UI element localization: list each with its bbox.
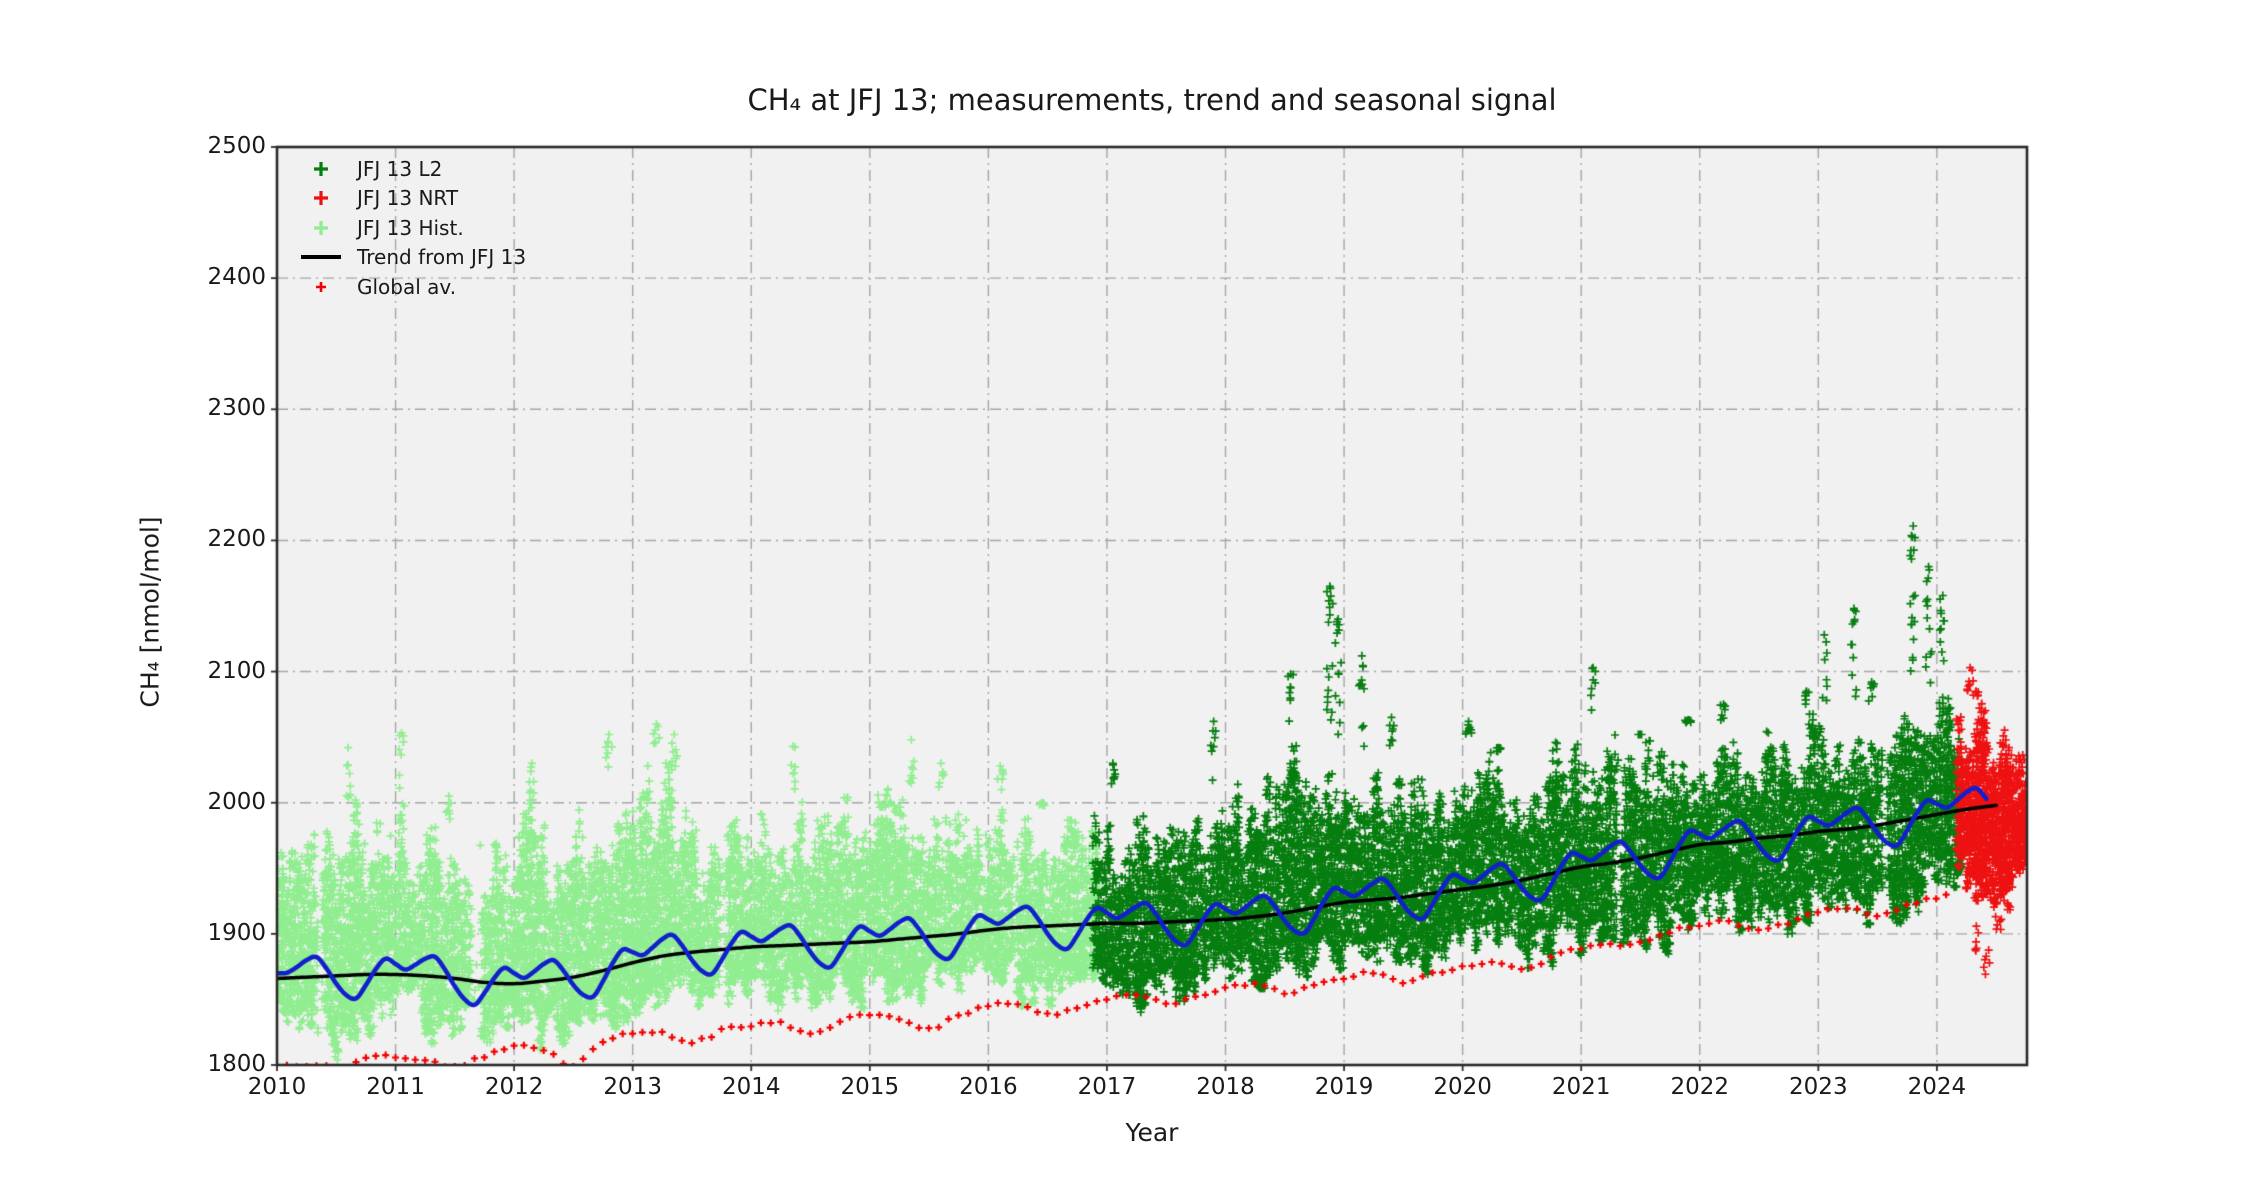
x-axis-label: Year — [1125, 1118, 1179, 1147]
x-tick-label: 2021 — [1551, 1074, 1611, 1100]
x-tick-label: 2012 — [484, 1074, 544, 1100]
legend-entry: Trend from JFJ 13 — [299, 243, 526, 273]
y-tick-label: 2000 — [207, 788, 266, 815]
legend-plus-marker-icon — [299, 276, 343, 298]
x-tick-label: 2016 — [959, 1074, 1018, 1100]
x-tick-label: 2019 — [1314, 1074, 1374, 1100]
legend-entry-label: JFJ 13 L2 — [357, 156, 443, 181]
x-tick-label: 2015 — [840, 1074, 900, 1100]
chart-title: CH₄ at JFJ 13; measurements, trend and s… — [747, 83, 1557, 117]
legend-entry-label: JFJ 13 NRT — [357, 186, 459, 211]
x-tick-label: 2017 — [1077, 1074, 1137, 1100]
x-tick-label: 2018 — [1196, 1074, 1255, 1100]
y-tick-label: 2500 — [207, 133, 266, 159]
legend-plus-marker-icon — [299, 187, 343, 209]
x-tick-label: 2010 — [247, 1074, 307, 1100]
x-tick-label: 2011 — [366, 1074, 425, 1100]
y-tick-label: 1800 — [207, 1051, 266, 1077]
legend-entry: JFJ 13 L2 — [299, 154, 526, 184]
legend-entry: Global av. — [299, 272, 526, 302]
legend-entry: JFJ 13 Hist. — [299, 213, 526, 243]
legend-entry-label: Global av. — [357, 274, 457, 299]
legend-plus-marker-icon — [299, 158, 343, 180]
legend-entry-label: JFJ 13 Hist. — [357, 215, 464, 240]
x-tick-label: 2020 — [1433, 1074, 1492, 1100]
y-tick-label: 2400 — [207, 264, 266, 291]
y-tick-label: 1900 — [207, 919, 266, 946]
y-tick-label: 2300 — [207, 395, 266, 422]
x-tick-label: 2022 — [1670, 1074, 1730, 1100]
x-tick-label: 2014 — [721, 1074, 781, 1100]
legend-trend-line-icon — [299, 246, 343, 268]
y-tick-label: 2100 — [207, 657, 266, 684]
legend-entry-label: Trend from JFJ 13 — [357, 245, 527, 270]
x-tick-label: 2013 — [603, 1074, 662, 1100]
y-tick-label: 2200 — [207, 526, 266, 553]
legend-entry: JFJ 13 NRT — [299, 184, 526, 214]
x-tick-label: 2024 — [1907, 1074, 1967, 1100]
x-tick-label: 2023 — [1789, 1074, 1848, 1100]
legend: JFJ 13 L2 JFJ 13 NRT JFJ 13 Hist. Trend fro… — [299, 154, 526, 302]
legend-plus-marker-icon — [299, 217, 343, 239]
